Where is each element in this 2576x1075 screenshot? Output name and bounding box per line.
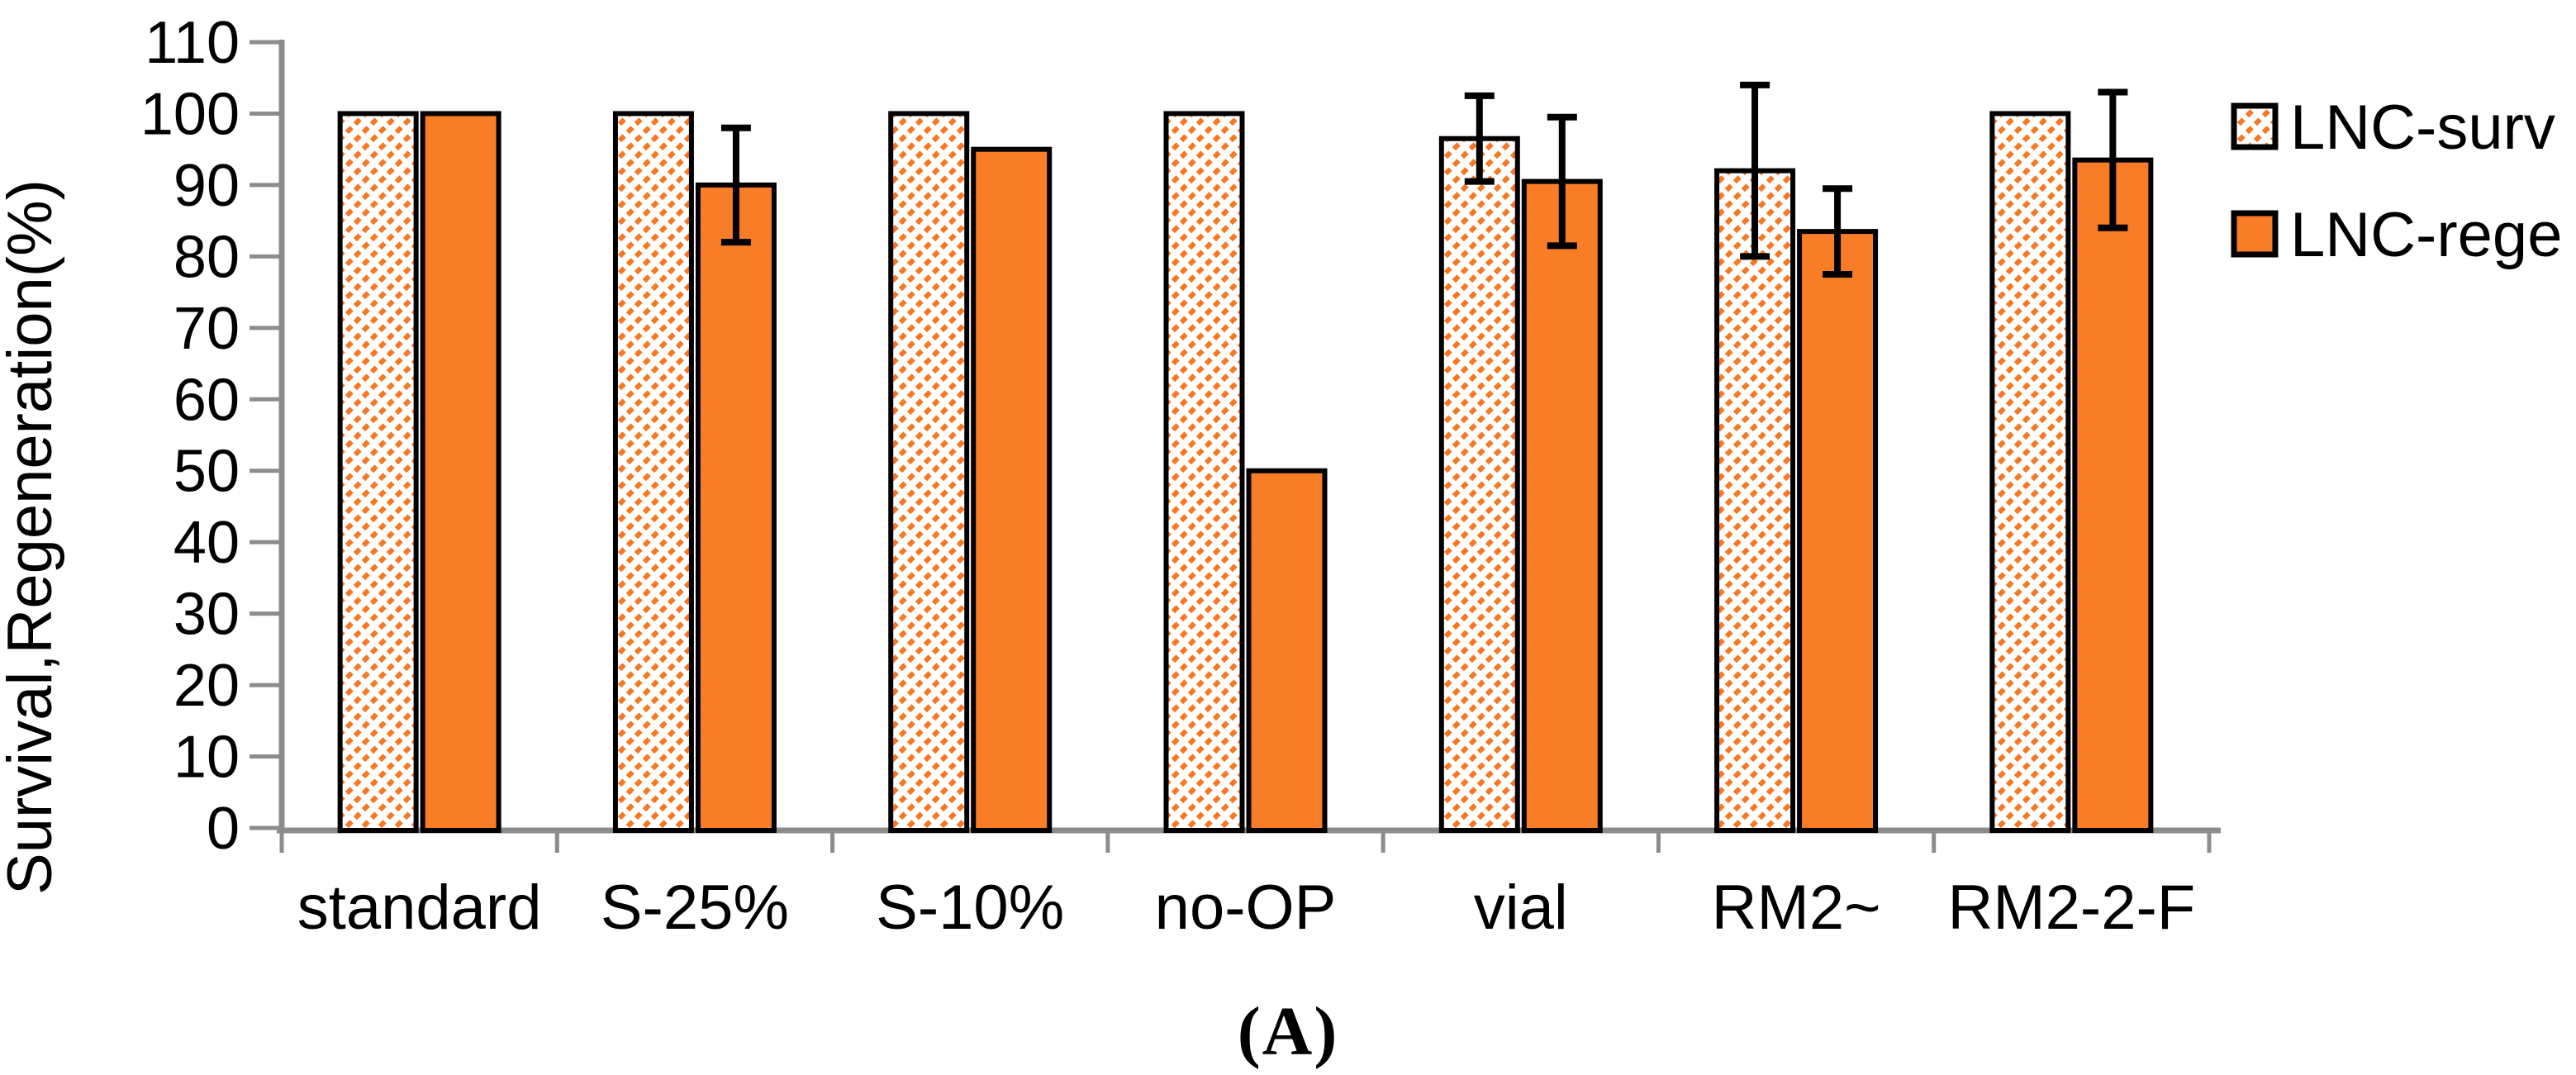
y-tick-label-10: 10 (173, 725, 240, 791)
y-tick-label-60: 60 (173, 367, 240, 433)
y-tick-label-50: 50 (173, 439, 240, 505)
bar-LNC-rege-RM2-2-F (2072, 157, 2154, 833)
bar-LNC-surv-standard (337, 111, 419, 834)
y-tick-label-90: 90 (173, 153, 240, 219)
bar-LNC-surv-RM2~ (1714, 168, 1796, 834)
y-tick-label-70: 70 (173, 296, 240, 362)
y-tick-label-100: 100 (140, 81, 240, 147)
bar-LNC-surv-vial (1438, 136, 1520, 834)
x-label-S-25%: S-25% (601, 873, 789, 943)
bar-LNC-rege-RM2~ (1797, 229, 1879, 833)
x-label-vial: vial (1474, 873, 1568, 943)
y-tick-label-0: 0 (207, 796, 240, 862)
bar-LNC-rege-vial (1521, 178, 1603, 833)
bar-LNC-surv-no-OP (1163, 111, 1245, 834)
legend-label-LNC-rege: LNC-rege (2290, 200, 2562, 270)
y-tick-label-40: 40 (173, 510, 240, 576)
y-tick-label-80: 80 (173, 224, 240, 290)
x-label-RM2-2-F: RM2-2-F (1947, 873, 2195, 943)
x-label-S-10%: S-10% (876, 873, 1064, 943)
figure-caption: (A) (1237, 993, 1339, 1070)
x-label-RM2~: RM2~ (1712, 873, 1881, 943)
bar-LNC-rege-S-25% (695, 182, 777, 833)
bar-LNC-rege-standard (420, 111, 501, 834)
y-tick-label-110: 110 (145, 10, 240, 76)
x-label-standard: standard (297, 873, 542, 943)
bar-LNC-surv-S-25% (612, 111, 694, 834)
legend-label-LNC-surv: LNC-surv (2290, 93, 2555, 163)
bar-LNC-surv-S-10% (888, 111, 970, 834)
legend-swatch-LNC-rege (2231, 210, 2279, 258)
bar-LNC-rege-no-OP (1246, 468, 1328, 834)
x-label-no-OP: no-OP (1155, 873, 1337, 943)
y-tick-label-20: 20 (173, 653, 240, 719)
legend-swatch-LNC-surv (2231, 102, 2279, 150)
y-axis-title: Survival,Regeneration(%) (0, 179, 65, 895)
bar-LNC-rege-S-10% (971, 146, 1053, 833)
bar-LNC-surv-RM2-2-F (1989, 111, 2071, 834)
y-tick-label-30: 30 (173, 582, 240, 648)
